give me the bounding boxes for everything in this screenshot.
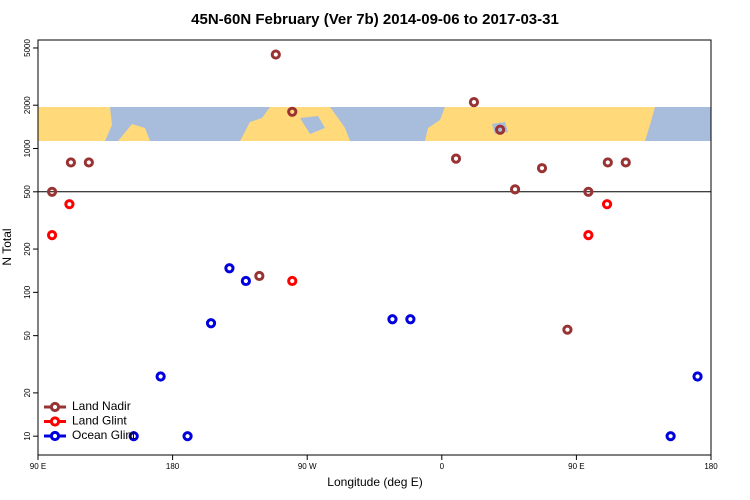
point: [450, 153, 462, 164]
x-tick-label: 180: [166, 462, 180, 471]
x-tick-label: 90 E: [30, 462, 46, 471]
point: [602, 157, 613, 168]
point: [601, 199, 613, 210]
legend-label: Ocean Glint: [72, 428, 136, 442]
point: [287, 106, 298, 117]
point: [583, 186, 594, 197]
legend-marker: [49, 401, 61, 413]
point: [509, 184, 521, 195]
plot-frame: [37, 39, 712, 456]
point: [83, 157, 94, 168]
y-tick-label: 10: [23, 431, 32, 440]
y-tick-label: 200: [23, 242, 32, 256]
x-axis-label: Longitude (deg E): [327, 475, 422, 489]
point: [287, 275, 298, 287]
legend-marker: [49, 430, 61, 442]
x-tick-label: 180: [704, 462, 718, 471]
point: [468, 97, 480, 108]
x-tick-label: 0: [440, 462, 445, 471]
legend-label: Land Nadir: [72, 399, 131, 413]
point: [583, 230, 594, 241]
point: [620, 157, 631, 168]
point: [240, 275, 251, 287]
chart-title: 45N-60N February (Ver 7b) 2014-09-06 to …: [191, 11, 559, 28]
point: [65, 157, 77, 168]
point: [254, 270, 265, 282]
point: [495, 124, 506, 135]
point: [665, 431, 676, 442]
legend-marker: [49, 416, 61, 427]
y-tick-label: 1000: [23, 139, 32, 157]
point: [46, 230, 58, 241]
y-tick-label: 2000: [23, 96, 32, 114]
point: [692, 371, 703, 382]
y-tick-label: 5000: [23, 39, 32, 57]
point: [64, 199, 75, 210]
point: [128, 431, 139, 442]
y-tick-label: 500: [23, 185, 32, 199]
point: [562, 324, 573, 335]
y-tick-label: 20: [23, 388, 32, 397]
y-axis-label: N Total: [0, 228, 14, 265]
legend-label: Land Glint: [72, 414, 127, 428]
point: [224, 263, 235, 274]
point: [205, 318, 217, 329]
point: [536, 163, 548, 174]
x-tick-label: 90 E: [568, 462, 584, 471]
point: [270, 49, 281, 60]
y-tick-label: 100: [23, 285, 32, 299]
point: [155, 371, 166, 382]
x-tick-label: 90 W: [298, 462, 317, 471]
y-tick-label: 50: [23, 331, 32, 340]
point: [387, 314, 398, 325]
point: [182, 431, 193, 442]
point: [46, 186, 58, 197]
map-strip: [38, 107, 711, 141]
point: [405, 314, 416, 325]
